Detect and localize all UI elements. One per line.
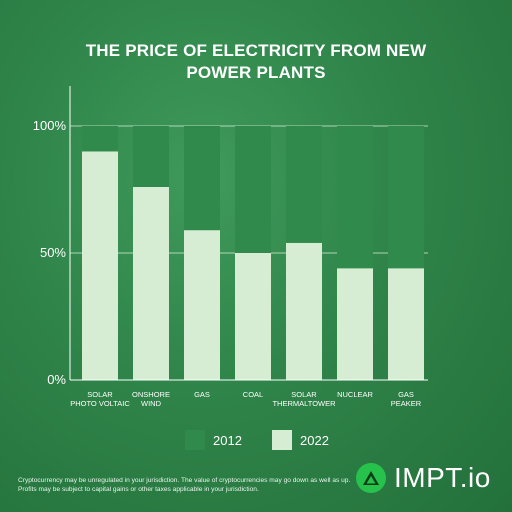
x-tick-label-1-line-0: ONSHORE bbox=[132, 390, 170, 399]
x-tick-label-5: NUCLEAR bbox=[337, 390, 373, 399]
x-tick-label-2: GAS bbox=[194, 390, 210, 399]
y-tick-label-100: 100% bbox=[33, 118, 67, 133]
bar-2022-1 bbox=[133, 186, 169, 380]
bar-2012-1 bbox=[133, 126, 169, 187]
chart-title: THE PRICE OF ELECTRICITY FROM NEW POWER … bbox=[0, 40, 512, 84]
disclaimer-text: Cryptocurrency may be unregulated in you… bbox=[18, 477, 351, 493]
chart-title-line-1: THE PRICE OF ELECTRICITY FROM NEW bbox=[85, 41, 427, 60]
x-tick-label-4-line-0: SOLAR bbox=[291, 390, 317, 399]
bar-2022-2 bbox=[184, 230, 220, 380]
bar-2012-2 bbox=[184, 126, 220, 231]
legend-swatch-2022 bbox=[272, 430, 292, 450]
legend-label-2012: 2012 bbox=[213, 432, 242, 448]
y-tick-label-50: 50% bbox=[40, 245, 66, 260]
x-tick-label-6-line-1: PEAKER bbox=[391, 399, 422, 408]
x-tick-label-6: GAS PEAKER bbox=[391, 390, 422, 408]
legend-item-2012: 2012 bbox=[185, 430, 242, 450]
x-tick-label-4-line-1: THERMALTOWER bbox=[272, 399, 336, 408]
bar-2022-4 bbox=[286, 242, 322, 380]
bar-2022-6 bbox=[388, 268, 424, 380]
x-tick-label-6-line-0: GAS bbox=[398, 390, 414, 399]
x-tick-label-3: COAL bbox=[243, 390, 263, 399]
bar-2012-4 bbox=[286, 126, 322, 243]
impt-logo-icon bbox=[356, 463, 386, 493]
x-tick-label-0: SOLAR PHOTO VOLTAIC bbox=[70, 390, 130, 408]
x-tick-label-0-line-0: SOLAR bbox=[87, 390, 113, 399]
bar-2022-5 bbox=[337, 268, 373, 380]
x-tick-label-5-line-0: NUCLEAR bbox=[337, 390, 373, 399]
chart-title-line-2: POWER PLANTS bbox=[186, 63, 326, 82]
legend-swatch-2012 bbox=[185, 430, 205, 450]
bar-2012-0 bbox=[82, 126, 118, 152]
bar-2012-5 bbox=[337, 126, 373, 269]
bar-2012-3 bbox=[235, 126, 271, 253]
legend: 2012 2022 bbox=[0, 430, 512, 454]
x-tick-label-2-line-0: GAS bbox=[194, 390, 210, 399]
impt-logo[interactable]: IMPT.io bbox=[356, 462, 491, 494]
x-tick-label-1-line-1: WIND bbox=[141, 399, 162, 408]
x-tick-label-0-line-1: PHOTO VOLTAIC bbox=[70, 399, 130, 408]
x-tick-label-1: ONSHORE WIND bbox=[132, 390, 170, 408]
y-tick-label-0: 0% bbox=[47, 372, 66, 387]
legend-label-2022: 2022 bbox=[300, 432, 329, 448]
x-tick-label-3-line-0: COAL bbox=[243, 390, 263, 399]
legend-item-2022: 2022 bbox=[272, 430, 329, 450]
x-tick-label-4: SOLAR THERMALTOWER bbox=[272, 390, 336, 408]
bar-2022-0 bbox=[82, 151, 118, 380]
bar-2012-6 bbox=[388, 126, 424, 269]
bar-2022-3 bbox=[235, 253, 271, 380]
impt-logo-text: IMPT.io bbox=[394, 462, 491, 493]
